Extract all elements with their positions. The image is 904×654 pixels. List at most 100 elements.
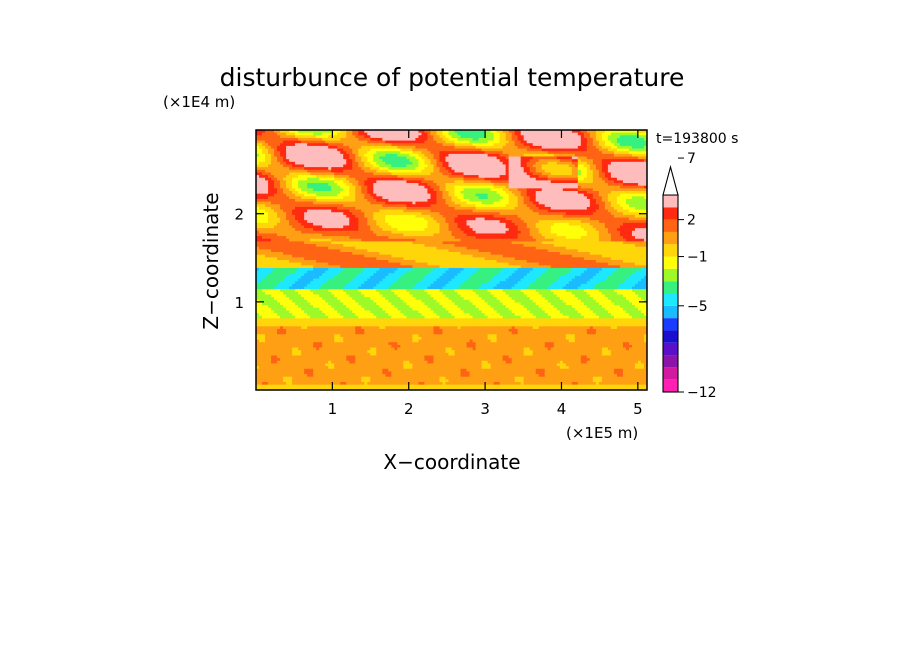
- field-cell: [355, 185, 359, 189]
- field-cell: [277, 185, 281, 189]
- field-cell: [271, 188, 275, 192]
- field-cell: [358, 132, 362, 136]
- field-cell: [511, 177, 516, 182]
- field-cell: [406, 217, 410, 221]
- field-cell: [367, 228, 371, 232]
- field-cell: [340, 172, 344, 176]
- field-cell: [406, 198, 410, 203]
- field-cell: [403, 188, 407, 192]
- field-cell: [472, 177, 477, 182]
- field-cell: [289, 183, 293, 187]
- field-cell: [256, 164, 260, 168]
- field-cell: [478, 159, 483, 163]
- field-cell: [517, 180, 522, 184]
- field-cell: [424, 209, 429, 213]
- field-cell: [586, 228, 591, 232]
- field-cell: [346, 209, 350, 213]
- field-cell: [472, 130, 477, 134]
- field-cell: [271, 159, 275, 163]
- field-cell: [256, 175, 260, 179]
- field-cell: [292, 159, 296, 163]
- field-cell: [499, 148, 504, 152]
- field-cell: [400, 161, 404, 166]
- field-cell: [295, 135, 299, 139]
- field-cell: [373, 193, 377, 197]
- field-cell: [313, 217, 317, 221]
- field-cell: [448, 130, 453, 134]
- field-cell: [427, 132, 432, 136]
- field-cell: [466, 206, 471, 211]
- field-cell: [643, 151, 647, 155]
- field-cell: [337, 193, 341, 197]
- field-cell: [469, 212, 474, 216]
- field-cell: [361, 188, 365, 192]
- field-cell: [640, 209, 645, 213]
- field-cell: [274, 180, 278, 184]
- field-cell: [316, 151, 320, 155]
- field-cell: [445, 220, 450, 224]
- field-cell: [439, 164, 444, 168]
- field-cell: [568, 159, 573, 163]
- field-cell: [388, 151, 392, 155]
- field-cell: [610, 214, 615, 219]
- field-cell: [613, 212, 618, 216]
- field-cell: [433, 220, 438, 224]
- field-cell: [307, 167, 311, 171]
- field-cell: [589, 191, 594, 195]
- field-cell: [439, 198, 444, 203]
- field-cell: [523, 140, 528, 144]
- field-cell: [505, 183, 510, 187]
- field-cell: [643, 140, 647, 144]
- field-cell: [559, 145, 564, 150]
- field-cell: [262, 185, 266, 189]
- field-cell: [400, 175, 404, 179]
- field-cell: [598, 191, 603, 195]
- field-cell: [265, 217, 269, 221]
- field-cell: [382, 217, 386, 221]
- field-cell: [442, 153, 447, 158]
- field-cell: [520, 164, 525, 168]
- field-cell: [610, 161, 615, 166]
- field-cell: [553, 153, 558, 158]
- field-cell: [463, 164, 468, 168]
- field-cell: [517, 130, 522, 134]
- field-cell: [487, 159, 492, 163]
- field-cell: [613, 159, 618, 163]
- field-cell: [310, 193, 314, 197]
- field-cell: [454, 204, 459, 208]
- field-cell: [511, 222, 516, 227]
- field-cell: [523, 130, 528, 134]
- field-cell: [475, 201, 480, 205]
- field-cell: [370, 212, 374, 216]
- field-cell: [268, 175, 272, 179]
- field-cell: [271, 183, 275, 187]
- field-cell: [307, 204, 311, 208]
- field-cell: [550, 228, 555, 232]
- field-cell: [508, 143, 513, 147]
- field-cell: [259, 201, 263, 205]
- field-cell: [403, 193, 407, 197]
- field-cell: [436, 169, 441, 174]
- field-cell: [463, 145, 468, 150]
- field-cell: [634, 145, 639, 150]
- field-cell: [397, 140, 401, 144]
- field-cell: [457, 214, 462, 219]
- field-cell: [451, 201, 456, 205]
- field-cell: [511, 159, 516, 163]
- field-cell: [379, 183, 383, 187]
- field-cell: [277, 153, 281, 158]
- field-cell: [277, 148, 281, 152]
- field-cell: [571, 156, 576, 160]
- field-cell: [379, 222, 383, 227]
- field-cell: [331, 137, 335, 142]
- field-cell: [361, 204, 365, 208]
- field-cell: [352, 230, 356, 235]
- field-cell: [562, 191, 567, 195]
- field-cell: [601, 196, 606, 200]
- field-cell: [358, 164, 362, 168]
- field-cell: [484, 209, 489, 213]
- field-cell: [508, 153, 513, 158]
- field-cell: [316, 198, 320, 203]
- field-cell: [328, 196, 332, 200]
- field-cell: [319, 140, 323, 144]
